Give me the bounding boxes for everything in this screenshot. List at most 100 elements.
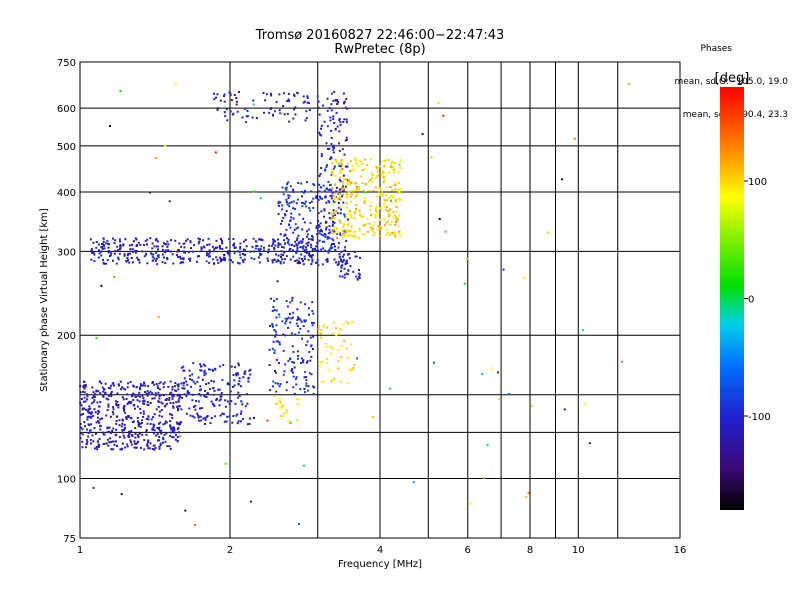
scatter-point [102,244,105,247]
scatter-point [304,303,307,306]
scatter-point [241,403,244,406]
scatter-point [124,388,127,391]
scatter-point [117,258,120,261]
scatter-point [261,239,264,242]
scatter-point [145,430,148,433]
scatter-point [295,251,298,254]
scatter-point [236,110,239,113]
scatter-point [208,388,211,391]
scatter-point [320,167,323,169]
scatter-point [216,108,219,111]
scatter-point [322,247,325,250]
scatter-point [202,239,205,242]
scatter-point [179,262,182,265]
scatter-point [306,96,309,99]
scatter-point [341,186,343,189]
scatter-point [324,169,327,172]
scatter-point [583,403,586,406]
scatter-point [123,408,126,411]
scatter-point [332,321,335,324]
scatter-point [366,230,369,233]
scatter-point [379,207,382,210]
scatter-point [304,250,306,253]
scatter-point [275,298,278,301]
scatter-point [342,258,345,261]
scatter-point [164,420,167,423]
scatter-point [185,395,188,398]
scatter-point [292,217,295,220]
scatter-point [147,392,150,395]
scatter-point [345,202,348,205]
scatter-point [145,433,148,436]
scatter-point [287,181,290,184]
scatter-point [106,427,109,430]
scatter-point [289,185,292,188]
scatter-point [199,369,202,372]
scatter-point [310,263,313,266]
scatter-point [126,445,129,448]
scatter-point [240,400,243,403]
scatter-point [280,112,283,115]
scatter-point [343,153,346,156]
scatter-point [122,434,125,437]
scatter-point [315,245,318,248]
scatter-point [149,402,152,404]
scatter-point [199,385,202,388]
scatter-point [330,109,333,112]
scatter-point [171,386,174,389]
scatter-point [312,197,315,200]
scatter-point [238,394,241,397]
scatter-point [137,425,140,427]
scatter-point [95,241,98,243]
scatter-point [178,405,181,408]
scatter-point [214,367,217,370]
scatter-point [288,313,291,316]
scatter-point [293,94,296,97]
scatter-point [119,247,122,250]
scatter-point [334,231,337,234]
scatter-point [271,324,274,327]
scatter-point [176,436,179,438]
scatter-point [299,388,302,391]
scatter-point [394,188,397,191]
scatter-point [379,218,382,221]
scatter-point [231,421,234,424]
scatter-point [373,221,376,224]
scatter-point [135,446,138,449]
scatter-point [296,239,299,242]
scatter-point [502,268,505,271]
scatter-point [131,243,133,246]
scatter-point [103,388,106,391]
scatter-point [333,197,336,200]
scatter-point [378,235,381,238]
scatter-point [169,420,172,423]
scatter-point [107,403,110,406]
scatter-point [195,260,198,263]
scatter-point [161,253,164,256]
scatter-point [226,415,229,418]
scatter-point [573,137,576,140]
scatter-point [383,199,386,202]
scatter-point [200,419,203,422]
scatter-point [255,245,258,247]
scatter-point [353,168,356,171]
scatter-point [215,239,218,242]
scatter-point [96,440,99,443]
scatter-point [287,194,290,197]
scatter-point [328,228,331,231]
scatter-point [268,348,271,351]
scatter-point [248,422,251,425]
scatter-point [166,240,169,243]
scatter-point [330,379,333,382]
scatter-point [182,257,185,260]
scatter-point [249,500,252,503]
scatter-point [330,136,333,139]
scatter-point [305,382,308,385]
scatter-point [337,232,340,234]
scatter-point [318,183,321,186]
scatter-point [162,438,165,441]
scatter-point [278,400,281,403]
scatter-point [174,382,177,384]
scatter-point [207,255,210,258]
scatter-point [339,221,342,224]
